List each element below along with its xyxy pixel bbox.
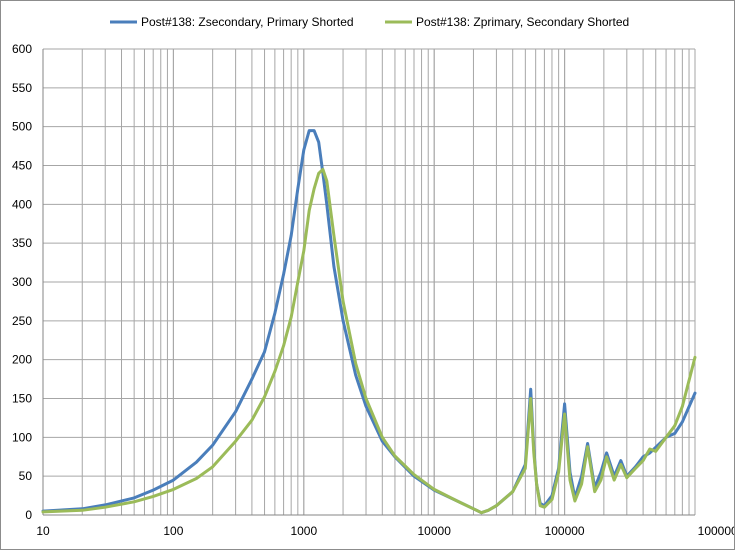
- legend-label-zprimary: Post#138: Zprimary, Secondary Shorted: [416, 15, 629, 29]
- series-line-zprimary: [41, 167, 697, 515]
- y-tick-label: 350: [12, 236, 32, 250]
- y-tick-label: 600: [12, 42, 32, 56]
- legend-label-zsecondary: Post#138: Zsecondary, Primary Shorted: [141, 15, 354, 29]
- x-tick-label: 100: [163, 524, 183, 538]
- y-tick-label: 150: [12, 392, 32, 406]
- x-tick-label: 10000: [418, 524, 452, 538]
- series-lines: [41, 129, 697, 515]
- y-tick-label: 50: [19, 469, 33, 483]
- y-tick-labels: 0 50 100 150 200 250 300 350 400 450 500 550 600: [12, 42, 32, 522]
- x-tick-label: 1000: [290, 524, 317, 538]
- axes: [42, 49, 695, 516]
- y-tick-label: 250: [12, 314, 32, 328]
- y-tick-label: 400: [12, 197, 32, 211]
- x-tick-label: 1000000: [698, 524, 734, 538]
- x-tick-labels: 10 100 1000 10000 100000 1000000: [36, 524, 734, 538]
- grid: [43, 48, 696, 515]
- legend: Post#138: Zsecondary, Primary Shorted Po…: [110, 15, 629, 29]
- x-tick-label: 100000: [545, 524, 585, 538]
- y-tick-label: 300: [12, 275, 32, 289]
- x-tick-label: 10: [36, 524, 50, 538]
- y-tick-label: 0: [25, 508, 32, 522]
- y-tick-label: 200: [12, 353, 32, 367]
- y-tick-label: 450: [12, 159, 32, 173]
- y-tick-label: 500: [12, 120, 32, 134]
- y-tick-label: 550: [12, 81, 32, 95]
- y-tick-label: 100: [12, 430, 32, 444]
- series-line-zsecondary: [41, 129, 697, 515]
